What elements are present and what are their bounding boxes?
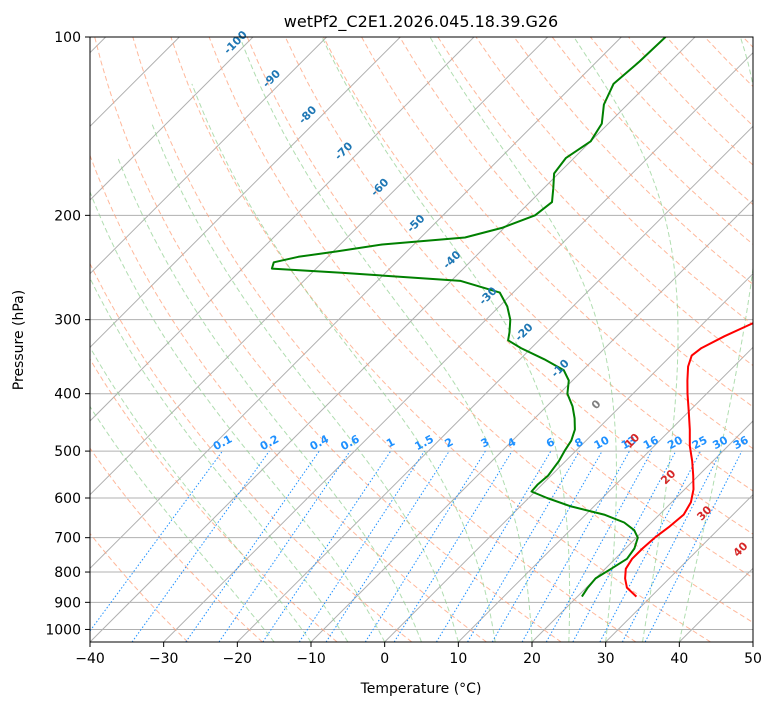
isotherm-line [90, 37, 549, 496]
moist-adiabat-line [191, 83, 496, 642]
x-tick-label: −20 [223, 651, 253, 667]
isotherm-line [457, 346, 753, 642]
mixing-ratio-line [393, 450, 513, 642]
x-tick-label: 0 [380, 651, 389, 667]
mixing-ratio-label: 13 [619, 433, 639, 452]
x-axis-label: Temperature (°C) [360, 681, 482, 697]
x-tick-label: −30 [149, 651, 179, 667]
mixing-ratio-line [185, 450, 320, 642]
mixing-ratio-label: 30 [710, 433, 730, 452]
plot-frame [89, 36, 754, 643]
y-axis-label: Pressure (hPa) [11, 290, 27, 390]
x-tick-label: 50 [744, 651, 762, 667]
dry-adiabat-line [90, 532, 189, 642]
isotherm-line [90, 37, 622, 570]
moist-adiabat-line [90, 190, 386, 642]
moist-adiabat-line [321, 37, 571, 642]
dry-adiabat-line [361, 37, 753, 450]
y-tick-label: 800 [54, 565, 81, 581]
y-tick-label: 900 [54, 595, 81, 611]
mixing-ratio-line [325, 450, 450, 642]
mixing-ratio-lines [90, 450, 743, 642]
x-tick-label: −10 [296, 651, 326, 667]
mixing-ratio-line [90, 450, 223, 632]
isotherm-line [605, 493, 753, 642]
mixing-ratio-label: 36 [731, 433, 751, 452]
dry-adiabat-line [399, 37, 753, 408]
chart-title: wetPf2_C2E1.2026.045.18.39.G26 [284, 12, 558, 32]
isotherm-line [90, 37, 401, 349]
mixing-ratio-line [545, 450, 653, 642]
isotherm-line [384, 272, 753, 642]
isotherm-line [90, 37, 254, 201]
dry-adiabat-line [90, 447, 263, 642]
y-tick-label: 600 [54, 491, 81, 507]
mixing-ratio-line [521, 450, 630, 642]
y-tick-label: 200 [54, 208, 81, 224]
moist-adiabat-line [117, 157, 422, 642]
y-tick-label: 1000 [45, 622, 81, 638]
y-tick-label: 400 [54, 387, 81, 403]
dry-adiabat-line [132, 37, 637, 642]
y-tick-label: 300 [54, 313, 81, 329]
moist-adiabat-line [678, 37, 753, 642]
isotherm-line [90, 37, 475, 422]
y-axis-ticks: 100 200 300 400 500 600 700 800 900 1000 [45, 30, 90, 638]
x-axis-ticks: −40 −30 −20 −10 0 10 20 30 40 50 [75, 642, 762, 667]
moist-adiabats [90, 37, 753, 642]
mixing-ratio-label: 10 [592, 433, 612, 452]
moist-adiabat-line [429, 37, 617, 642]
dry-adiabat-line [94, 37, 562, 642]
mixing-ratio-label: 16 [641, 433, 661, 452]
isotherm-line [531, 420, 753, 642]
isotherm-line [310, 199, 753, 642]
mixing-ratio-label: 25 [690, 433, 710, 452]
mixing-ratio-line [131, 450, 270, 642]
isotherm-line [236, 125, 753, 642]
x-tick-label: 10 [449, 651, 467, 667]
y-tick-label: 500 [54, 444, 81, 460]
mixing-ratio-line [364, 450, 486, 642]
y-tick-label: 700 [54, 531, 81, 547]
moist-adiabat-line [239, 37, 533, 642]
dry-adiabat-line [323, 37, 753, 492]
mixing-ratio-line [644, 450, 743, 642]
mixing-ratio-line [572, 450, 677, 642]
x-tick-label: 30 [597, 651, 615, 667]
x-tick-label: 20 [523, 651, 541, 667]
mixing-ratio-line [621, 450, 722, 642]
moist-adiabat-line [151, 123, 459, 642]
dry-adiabat-line [90, 358, 338, 642]
x-tick-label: 40 [670, 651, 688, 667]
dry-adiabat-line [246, 37, 753, 579]
mixing-ratio-line [218, 450, 351, 642]
dry-adiabats [90, 37, 753, 642]
moist-adiabat-line [90, 405, 275, 642]
mixing-ratio-line [298, 450, 425, 642]
mixing-ratio-line [599, 450, 701, 642]
dry-adiabat-line [513, 37, 753, 285]
moist-adiabat-line [90, 277, 349, 642]
y-tick-label: 100 [54, 30, 81, 46]
isotherm-line [90, 37, 328, 275]
moist-adiabat-line [573, 37, 679, 642]
dry-adiabat-line [170, 37, 711, 642]
dry-adiabat-line [90, 153, 487, 642]
profile-lines [270, 37, 753, 598]
isotherm-line [163, 51, 753, 642]
dewpoint-profile-line [270, 37, 667, 598]
mixing-ratio-label: 20 [665, 433, 685, 452]
x-tick-label: −40 [75, 651, 105, 667]
dry-adiabat-line [437, 37, 753, 367]
temperature-profile-line [624, 322, 753, 598]
